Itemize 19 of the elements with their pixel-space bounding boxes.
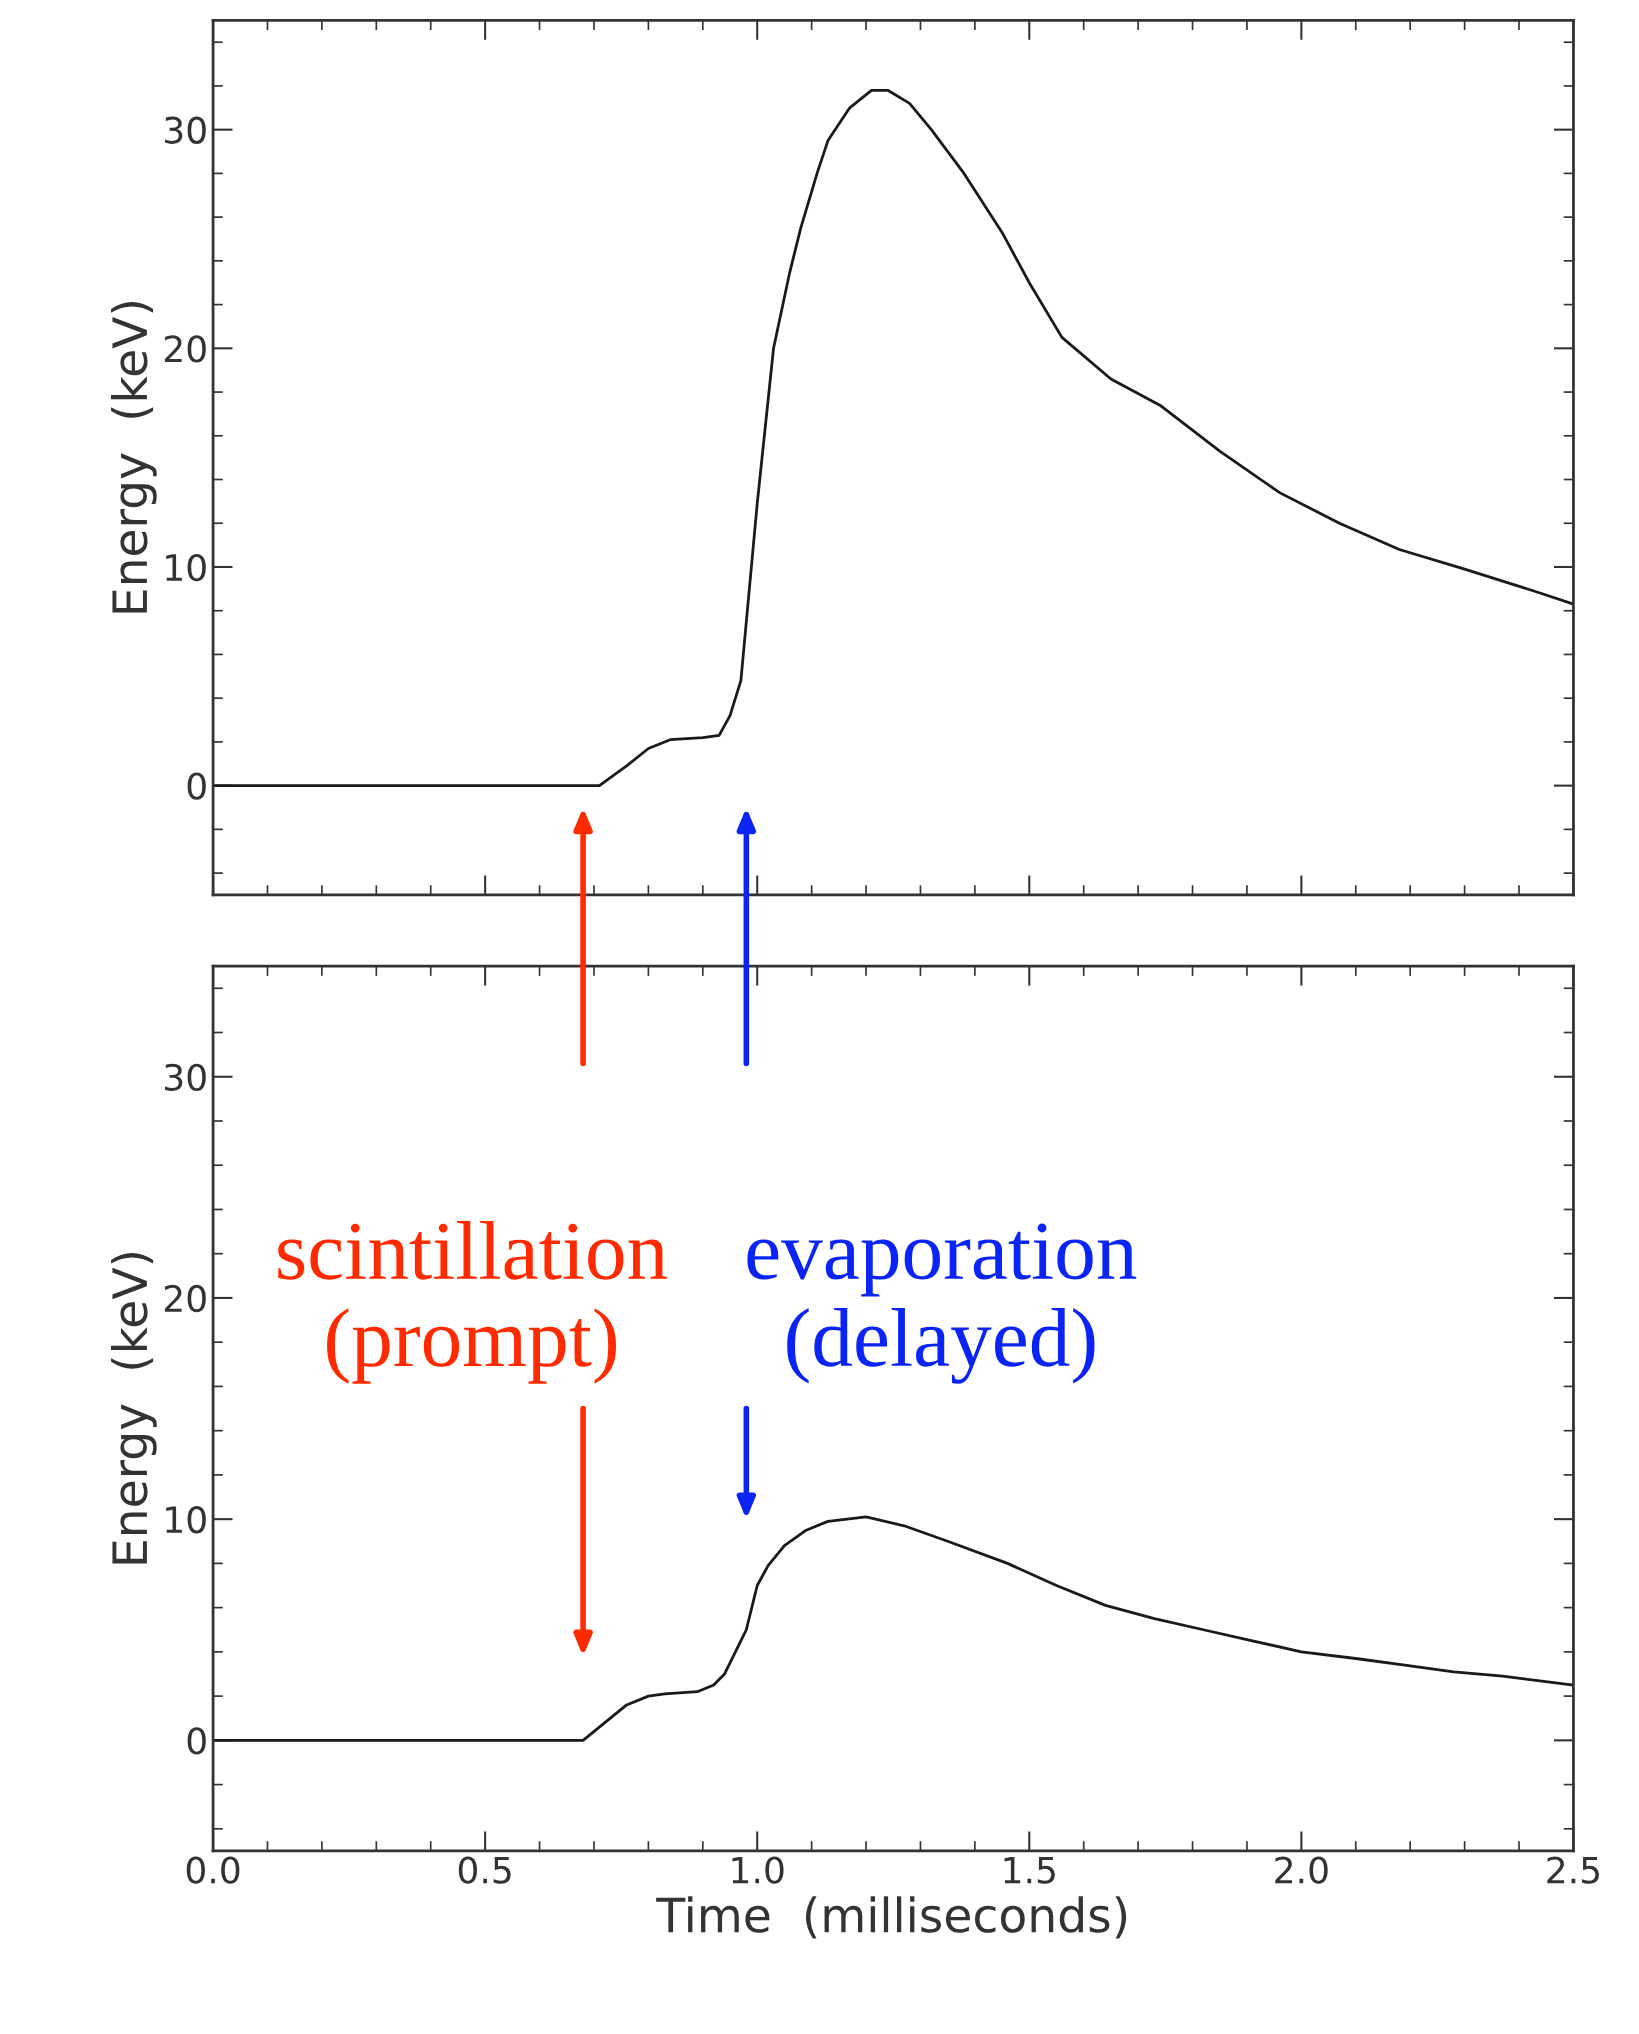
x-tick-label: 2.5 (1547, 1856, 1599, 1884)
x-tick-label: 0.0 (186, 1856, 240, 1884)
x-tick-label: 1.5 (1004, 1856, 1055, 1884)
y-tick-label: 0 (187, 772, 206, 800)
y-tick-label: 30 (165, 116, 206, 144)
y-tick-label: 10 (166, 553, 206, 582)
y-axis-title: Energy (keV) (111, 302, 157, 613)
y-tick-label: 30 (165, 1063, 206, 1091)
x-tick-label: 2.0 (1275, 1856, 1328, 1884)
y-tick-label: 20 (164, 1284, 206, 1313)
annotation: scintillation (prompt) (278, 1221, 668, 1384)
annotation: evaporation (delayed) (747, 1223, 1137, 1384)
y-tick-label: 10 (166, 1506, 206, 1534)
y-axis-title: Energy (keV) (111, 1253, 157, 1564)
x-tick-label: 0.5 (458, 1856, 511, 1884)
x-axis-title: Time (milliseconds) (656, 1896, 1127, 1939)
y-tick-label: 20 (164, 335, 206, 363)
y-tick-label: 0 (187, 1727, 206, 1755)
x-tick-label: 1.0 (732, 1856, 784, 1884)
